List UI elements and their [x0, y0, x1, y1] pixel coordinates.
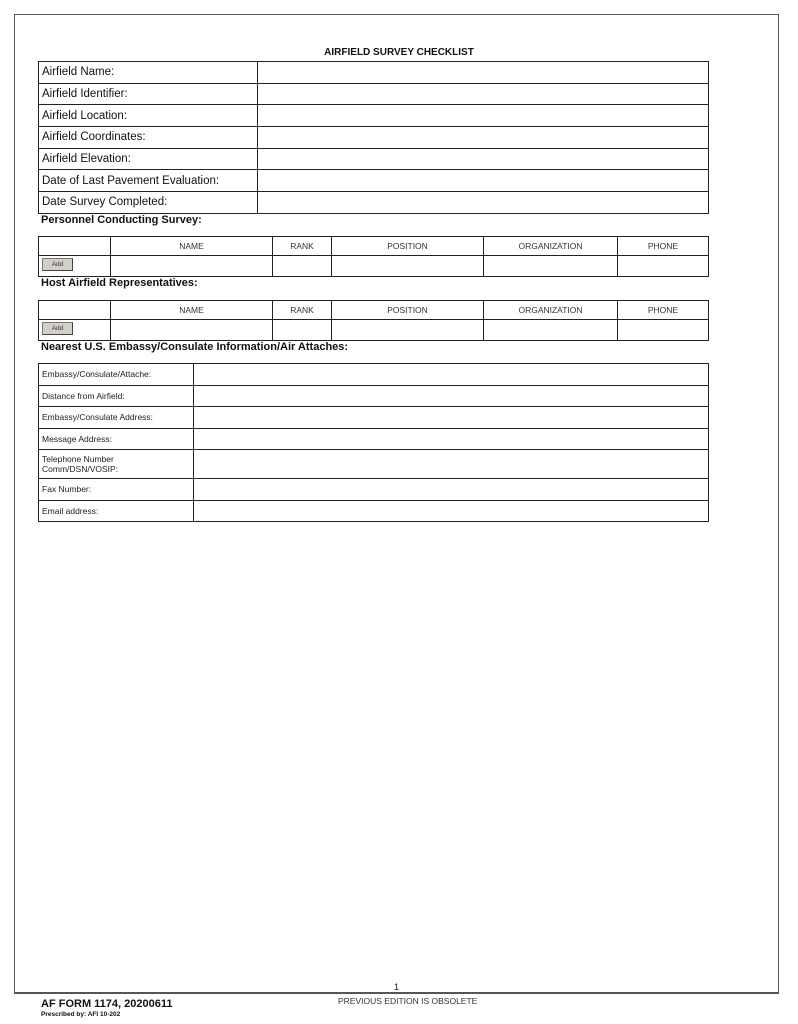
entry-cell[interactable] — [331, 319, 484, 341]
field-input[interactable] — [193, 449, 709, 479]
field-input[interactable] — [193, 406, 709, 429]
form-title: AIRFIELD SURVEY CHECKLIST — [324, 47, 474, 58]
entry-cell[interactable] — [331, 255, 484, 277]
column-header: ORGANIZATION — [483, 236, 618, 256]
table-row: Date Survey Completed: — [38, 191, 709, 214]
field-label: Message Address: — [38, 427, 194, 450]
host-table: NAME RANK POSITION ORGANIZATION PHONE Add — [38, 300, 709, 341]
table-row: Add — [38, 255, 709, 277]
field-input[interactable] — [257, 147, 709, 171]
table-row: Email address: — [38, 499, 709, 522]
entry-cell[interactable] — [272, 319, 332, 341]
column-header: NAME — [110, 236, 273, 256]
table-row: Message Address: — [38, 427, 709, 450]
field-label: Airfield Elevation: — [38, 147, 258, 171]
page-number: 1 — [394, 982, 400, 992]
column-header: RANK — [272, 236, 332, 256]
add-button[interactable]: Add — [42, 322, 73, 335]
field-input[interactable] — [257, 82, 709, 106]
column-header: RANK — [272, 300, 332, 320]
field-label: Distance from Airfield: — [38, 384, 194, 407]
table-header-row: NAME RANK POSITION ORGANIZATION PHONE — [38, 236, 709, 256]
entry-cell[interactable] — [110, 319, 273, 341]
form-id: AF FORM 1174, 20200611 — [41, 998, 173, 1010]
table-row: Airfield Coordinates: — [38, 126, 709, 149]
embassy-table: Embassy/Consulate/Attache: Distance from … — [38, 363, 709, 522]
table-row: Airfield Identifier: — [38, 82, 709, 106]
field-input[interactable] — [257, 126, 709, 149]
field-input[interactable] — [257, 191, 709, 214]
field-input[interactable] — [193, 363, 709, 386]
table-row: Date of Last Pavement Evaluation: — [38, 169, 709, 193]
table-row: Telephone Number Comm/DSN/VOSIP: — [38, 449, 709, 479]
table-row: Add — [38, 319, 709, 341]
field-label: Embassy/Consulate Address: — [38, 406, 194, 429]
add-cell: Add — [38, 255, 111, 277]
field-label: Airfield Coordinates: — [38, 126, 258, 149]
table-row: Airfield Location: — [38, 104, 709, 128]
field-input[interactable] — [257, 61, 709, 84]
table-row: Fax Number: — [38, 478, 709, 501]
entry-cell[interactable] — [483, 319, 618, 341]
entry-cell[interactable] — [483, 255, 618, 277]
column-header: PHONE — [617, 300, 709, 320]
table-row: Embassy/Consulate/Attache: — [38, 363, 709, 386]
field-input[interactable] — [193, 384, 709, 407]
prescribed-by: Prescribed by: AFI 10-202 — [41, 1011, 121, 1018]
column-header: POSITION — [331, 300, 484, 320]
field-input[interactable] — [193, 427, 709, 450]
add-cell: Add — [38, 319, 111, 341]
column-header — [38, 300, 111, 320]
column-header: POSITION — [331, 236, 484, 256]
field-label: Date Survey Completed: — [38, 191, 258, 214]
field-input[interactable] — [193, 499, 709, 522]
entry-cell[interactable] — [110, 255, 273, 277]
field-label: Telephone Number Comm/DSN/VOSIP: — [38, 449, 194, 479]
edition-note: PREVIOUS EDITION IS OBSOLETE — [338, 996, 478, 1006]
field-input[interactable] — [257, 169, 709, 193]
page-border — [14, 14, 779, 994]
field-label: Airfield Identifier: — [38, 82, 258, 106]
airfield-info-table: Airfield Name: Airfield Identifier: Airfie… — [38, 61, 709, 214]
table-row: Airfield Elevation: — [38, 147, 709, 171]
column-header: PHONE — [617, 236, 709, 256]
field-label: Airfield Location: — [38, 104, 258, 128]
table-row: Airfield Name: — [38, 61, 709, 84]
field-input[interactable] — [257, 104, 709, 128]
embassy-heading: Nearest U.S. Embassy/Consulate Informati… — [41, 341, 349, 353]
column-header: ORGANIZATION — [483, 300, 618, 320]
entry-cell[interactable] — [272, 255, 332, 277]
field-input[interactable] — [193, 478, 709, 501]
field-label: Date of Last Pavement Evaluation: — [38, 169, 258, 193]
add-button[interactable]: Add — [42, 258, 73, 271]
table-row: Distance from Airfield: — [38, 384, 709, 407]
host-heading: Host Airfield Representatives: — [41, 277, 198, 289]
table-row: Embassy/Consulate Address: — [38, 406, 709, 429]
entry-cell[interactable] — [617, 255, 709, 277]
column-header — [38, 236, 111, 256]
field-label: Email address: — [38, 499, 194, 522]
column-header: NAME — [110, 300, 273, 320]
field-label: Embassy/Consulate/Attache: — [38, 363, 194, 386]
personnel-heading: Personnel Conducting Survey: — [41, 214, 202, 226]
personnel-table: NAME RANK POSITION ORGANIZATION PHONE Add — [38, 236, 709, 277]
entry-cell[interactable] — [617, 319, 709, 341]
table-header-row: NAME RANK POSITION ORGANIZATION PHONE — [38, 300, 709, 320]
field-label: Fax Number: — [38, 478, 194, 501]
field-label: Airfield Name: — [38, 61, 258, 84]
